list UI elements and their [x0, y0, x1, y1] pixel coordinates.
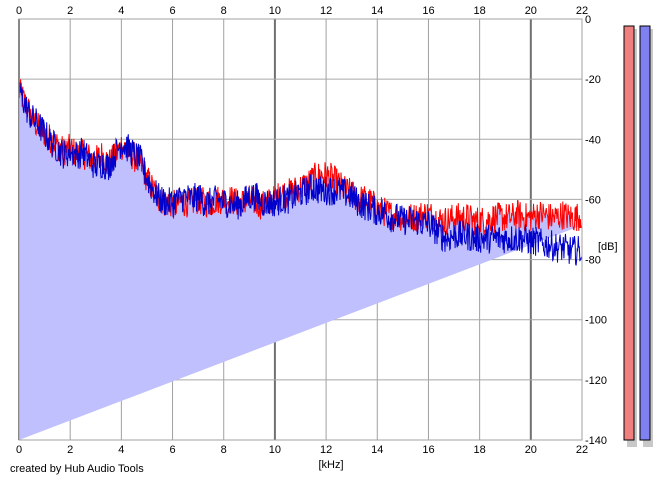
- x-tick-label-bottom: 16: [422, 444, 434, 456]
- level-meter-left: [623, 25, 635, 441]
- x-tick-label-top: 20: [525, 5, 537, 17]
- y-tick-label: -60: [585, 194, 601, 206]
- x-tick-label-bottom: 8: [221, 444, 227, 456]
- series-lines: [18, 79, 582, 266]
- y-tick-label: -140: [585, 435, 607, 447]
- x-tick-label-top: 8: [221, 5, 227, 17]
- x-tick-label-top: 16: [422, 5, 434, 17]
- series-line-blue: [18, 82, 582, 266]
- y-tick-label: 0: [585, 14, 591, 26]
- x-tick-label-bottom: 2: [67, 444, 73, 456]
- x-ticks-bottom: 0 2 4 6 8 10 12 14 16 18 20 22: [16, 444, 588, 456]
- level-meter-right: [639, 25, 651, 441]
- y-axis-label: [dB]: [598, 241, 618, 253]
- x-tick-label-bottom: 0: [16, 444, 22, 456]
- x-tick-label-top: 0: [16, 5, 22, 17]
- x-tick-label-top: 4: [118, 5, 124, 17]
- x-tick-label-top: 18: [474, 5, 486, 17]
- y-ticks: 0 -20 -40 -60 -80 -100 -120 -140: [585, 14, 607, 447]
- x-tick-label-top: 22: [576, 5, 588, 17]
- y-tick-label: -120: [585, 375, 607, 387]
- x-tick-label-top: 12: [320, 5, 332, 17]
- x-axis-label: [kHz]: [318, 459, 343, 471]
- x-tick-label-bottom: 22: [576, 444, 588, 456]
- y-tick-label: -100: [585, 315, 607, 327]
- y-tick-label: -40: [585, 134, 601, 146]
- x-tick-label-bottom: 20: [525, 444, 537, 456]
- x-tick-label-bottom: 4: [118, 444, 124, 456]
- x-tick-label-bottom: 10: [269, 444, 281, 456]
- plot-frame: [18, 18, 583, 441]
- x-tick-label-top: 6: [169, 5, 175, 17]
- credit-text: created by Hub Audio Tools: [10, 463, 144, 475]
- y-tick-label: -20: [585, 74, 601, 86]
- x-tick-label-bottom: 14: [371, 444, 383, 456]
- x-ticks-top: 0 2 4 6 8 10 12 14 16 18 20 22: [16, 5, 588, 17]
- x-tick-label-bottom: 6: [169, 444, 175, 456]
- x-tick-label-bottom: 18: [474, 444, 486, 456]
- x-tick-label-top: 2: [67, 5, 73, 17]
- x-tick-label-top: 10: [269, 5, 281, 17]
- spectrum-fill: [19, 79, 582, 441]
- x-tick-label-bottom: 12: [320, 444, 332, 456]
- x-tick-label-top: 14: [371, 5, 383, 17]
- y-tick-label: -80: [585, 255, 601, 267]
- level-meters: [623, 25, 653, 447]
